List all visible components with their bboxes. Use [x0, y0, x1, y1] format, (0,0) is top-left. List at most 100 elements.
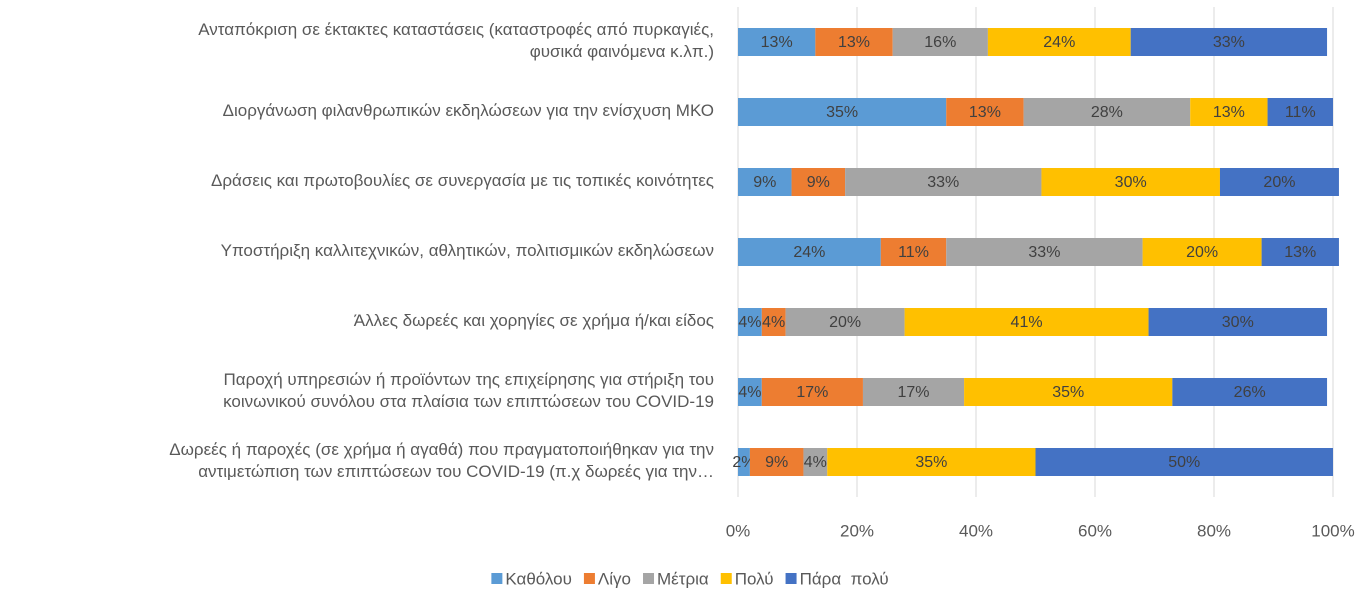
category-label-line: Ανταπόκριση σε έκτακτες καταστάσεις (κατ… — [198, 20, 714, 39]
legend-label: Πολύ — [735, 569, 774, 588]
legend-label: Πάρα πολύ — [800, 569, 889, 588]
legend-label: Καθόλου — [505, 569, 572, 588]
bar-segment — [815, 28, 893, 56]
bar-segment — [1035, 448, 1333, 476]
data-label: 35% — [826, 104, 858, 121]
data-label: 4% — [762, 314, 785, 331]
bar-segment — [738, 448, 750, 476]
bar-segment — [1130, 28, 1328, 56]
bar-segment — [862, 378, 965, 406]
data-label: 11% — [898, 244, 929, 261]
data-label: 11% — [1285, 104, 1316, 121]
category-label-line: Δωρεές ή παροχές (σε χρήμα ή αγαθά) που … — [169, 440, 714, 459]
data-label: 20% — [1186, 244, 1218, 261]
bar-segment — [880, 238, 947, 266]
bar-segment — [987, 28, 1131, 56]
category-label-line: Άλλες δωρεές και χορηγίες σε χρήμα ή/και… — [354, 311, 714, 330]
bar-segment — [1172, 378, 1328, 406]
bar-segment — [1219, 168, 1339, 196]
category-label: Υποστήριξη καλλιτεχνικών, αθλητικών, πολ… — [221, 241, 714, 260]
data-label: 13% — [1213, 104, 1245, 121]
bar-segment — [892, 28, 988, 56]
data-label: 20% — [829, 314, 861, 331]
data-label: 13% — [969, 104, 1001, 121]
data-label: 41% — [1011, 314, 1043, 331]
data-label: 9% — [807, 174, 830, 191]
data-label: 17% — [898, 384, 930, 401]
bar-segment — [738, 28, 816, 56]
data-label: 4% — [738, 384, 761, 401]
bar-segment — [738, 98, 947, 126]
data-label: 9% — [753, 174, 776, 191]
data-label: 13% — [1284, 244, 1316, 261]
data-label: 28% — [1091, 104, 1123, 121]
legend-swatch — [491, 573, 503, 584]
bar-segment — [1041, 168, 1220, 196]
data-label: 20% — [1263, 174, 1295, 191]
category-label: Δωρεές ή παροχές (σε χρήμα ή αγαθά) που … — [169, 440, 714, 481]
bar-segment — [1190, 98, 1268, 126]
bar-segment — [738, 168, 792, 196]
category-label-line: Υποστήριξη καλλιτεχνικών, αθλητικών, πολ… — [221, 241, 714, 260]
data-label: 24% — [793, 244, 825, 261]
bar-segment — [738, 308, 762, 336]
bar-segment — [1261, 238, 1339, 266]
legend-swatch — [583, 573, 595, 584]
legend-swatch — [720, 573, 732, 584]
bar-segment — [964, 378, 1173, 406]
x-tick-label: 0% — [726, 521, 751, 540]
bar-segment — [1267, 98, 1333, 126]
data-label: 35% — [1052, 384, 1084, 401]
bar-segment — [946, 238, 1143, 266]
category-label: Άλλες δωρεές και χορηγίες σε χρήμα ή/και… — [354, 311, 714, 330]
data-label: 33% — [927, 174, 959, 191]
bar-segment — [738, 378, 762, 406]
data-label: 4% — [804, 454, 827, 471]
x-tick-label: 20% — [840, 521, 874, 540]
category-label-line: κοινωνικού συνόλου στα πλαίσια των επιπτ… — [223, 392, 714, 411]
category-label-line: φυσικά φαινόμενα κ.λπ.) — [530, 42, 714, 61]
bar-segment — [1142, 238, 1262, 266]
bar-segment — [785, 308, 905, 336]
x-tick-label: 100% — [1311, 521, 1354, 540]
bar-segment — [738, 238, 881, 266]
bar-segment — [845, 168, 1042, 196]
legend-swatch — [785, 573, 797, 584]
category-label: Παροχή υπηρεσιών ή προϊόντων της επιχείρ… — [223, 370, 714, 411]
category-label-line: αντιμετώπιση των επιπτώσεων του COVID-19… — [198, 462, 714, 481]
data-label: 9% — [765, 454, 788, 471]
bar-segment — [946, 98, 1024, 126]
data-label: 30% — [1222, 314, 1254, 331]
category-label-line: Διοργάνωση φιλανθρωπικών εκδηλώσεων για … — [223, 101, 714, 120]
data-label: 13% — [761, 34, 793, 51]
data-label: 30% — [1115, 174, 1147, 191]
bar-segment — [904, 308, 1149, 336]
x-tick-label: 40% — [959, 521, 993, 540]
data-label: 33% — [1213, 34, 1245, 51]
category-label-line: Παροχή υπηρεσιών ή προϊόντων της επιχείρ… — [224, 370, 715, 389]
bar-segment — [803, 448, 828, 476]
x-tick-label: 60% — [1078, 521, 1112, 540]
bar-segment — [827, 448, 1036, 476]
category-label: Διοργάνωση φιλανθρωπικών εκδηλώσεων για … — [223, 101, 714, 120]
category-label: Ανταπόκριση σε έκτακτες καταστάσεις (κατ… — [198, 20, 714, 61]
legend: Καθόλου Λίγο Μέτρια Πολύ Πάρα πολύ — [491, 569, 889, 588]
legend-label: Μέτρια — [657, 569, 709, 588]
data-label: 50% — [1168, 454, 1200, 471]
legend-label: Λίγο — [598, 569, 631, 588]
legend-swatch — [643, 573, 655, 584]
bar-segment — [1023, 98, 1191, 126]
category-label-line: Δράσεις και πρωτοβουλίες σε συνεργασία μ… — [211, 171, 714, 190]
data-label: 16% — [924, 34, 956, 51]
x-tick-label: 80% — [1197, 521, 1231, 540]
data-label: 26% — [1234, 384, 1266, 401]
data-label: 4% — [738, 314, 761, 331]
bar-segment — [761, 378, 863, 406]
data-label: 24% — [1043, 34, 1075, 51]
bar-segment — [791, 168, 846, 196]
data-label: 35% — [915, 454, 947, 471]
data-label: 2% — [732, 454, 755, 471]
bar-segment — [1148, 308, 1328, 336]
bar-segment — [749, 448, 804, 476]
